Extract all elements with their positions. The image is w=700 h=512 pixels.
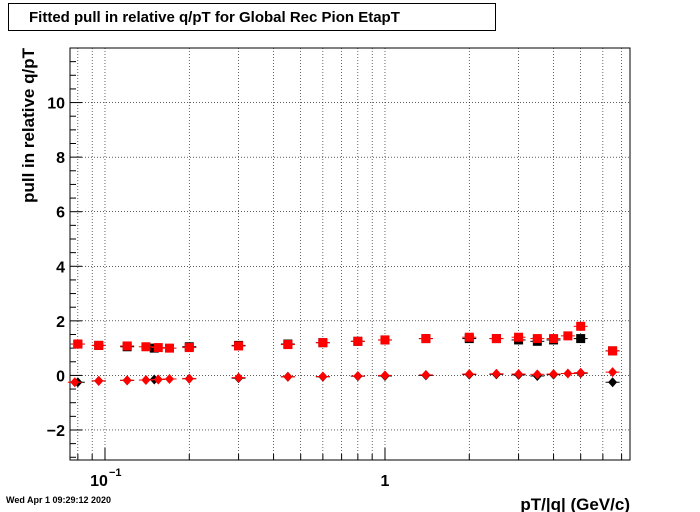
- y-tick-label: 6: [56, 205, 65, 222]
- data-point-square-red: [122, 341, 132, 351]
- data-point-diamond-red: [464, 369, 474, 380]
- data-point-square-red: [184, 343, 194, 353]
- y-tick-label: 4: [56, 259, 65, 276]
- data-point-diamond-black: [608, 377, 618, 388]
- footer-timestamp: Wed Apr 1 09:29:12 2020: [6, 495, 112, 505]
- data-point-square-red: [153, 343, 163, 353]
- data-point-square-red: [283, 340, 293, 350]
- plot-frame: [69, 47, 631, 461]
- y-tick-label: 8: [56, 150, 65, 167]
- data-point-square-red: [464, 332, 474, 342]
- x-tick-label: 1: [381, 473, 390, 490]
- y-tick-label: 0: [56, 368, 65, 385]
- data-point-diamond-red: [94, 375, 104, 386]
- data-point-diamond-red: [318, 371, 328, 382]
- data-point-square-red: [380, 335, 390, 345]
- data-point-square-red: [141, 342, 151, 352]
- data-point-diamond-red: [165, 373, 175, 384]
- data-point-diamond-red: [576, 367, 586, 378]
- x-tick-label: 10: [90, 473, 108, 490]
- y-tick-label: 2: [56, 314, 65, 331]
- data-point-diamond-red: [70, 377, 80, 388]
- data-point-square-red: [532, 334, 542, 344]
- data-point-diamond-red: [491, 368, 501, 379]
- y-tick-label: 10: [47, 96, 65, 113]
- data-point-square-black: [576, 334, 586, 344]
- data-point-square-red: [73, 339, 83, 349]
- chart-title-box: Fitted pull in relative q/pT for Global …: [8, 3, 496, 31]
- data-point-diamond-red: [153, 374, 163, 385]
- data-point-square-red: [94, 340, 104, 350]
- data-point-diamond-red: [184, 373, 194, 384]
- data-point-square-red: [563, 331, 573, 341]
- data-point-diamond-red: [141, 375, 151, 386]
- data-point-diamond-red: [608, 367, 618, 378]
- data-point-diamond-red: [380, 370, 390, 381]
- data-point-square-red: [353, 336, 363, 346]
- data-point-square-red: [549, 334, 559, 344]
- data-point-square-red: [576, 321, 586, 331]
- data-point-diamond-red: [283, 371, 293, 382]
- y-axis-title: pull in relative q/pT: [19, 47, 38, 203]
- y-tick-label: −2: [47, 423, 65, 440]
- data-point-square-red: [608, 346, 618, 356]
- x-axis-title: pT/|q| (GeV/c): [520, 495, 630, 512]
- chart-title: Fitted pull in relative q/pT for Global …: [29, 8, 400, 26]
- data-point-square-red: [318, 338, 328, 348]
- data-point-diamond-red: [234, 372, 244, 383]
- data-point-diamond-red: [532, 369, 542, 380]
- data-point-square-red: [491, 334, 501, 344]
- data-point-square-red: [234, 341, 244, 351]
- data-point-square-red: [165, 343, 175, 353]
- x-tick-label-exponent: −1: [109, 467, 122, 479]
- data-point-square-red: [514, 332, 524, 342]
- data-point-diamond-red: [514, 369, 524, 380]
- data-point-square-red: [421, 334, 431, 344]
- data-point-diamond-red: [353, 370, 363, 381]
- data-point-diamond-red: [421, 369, 431, 380]
- data-point-diamond-red: [563, 368, 573, 379]
- data-point-diamond-red: [549, 369, 559, 380]
- data-point-diamond-red: [122, 375, 132, 386]
